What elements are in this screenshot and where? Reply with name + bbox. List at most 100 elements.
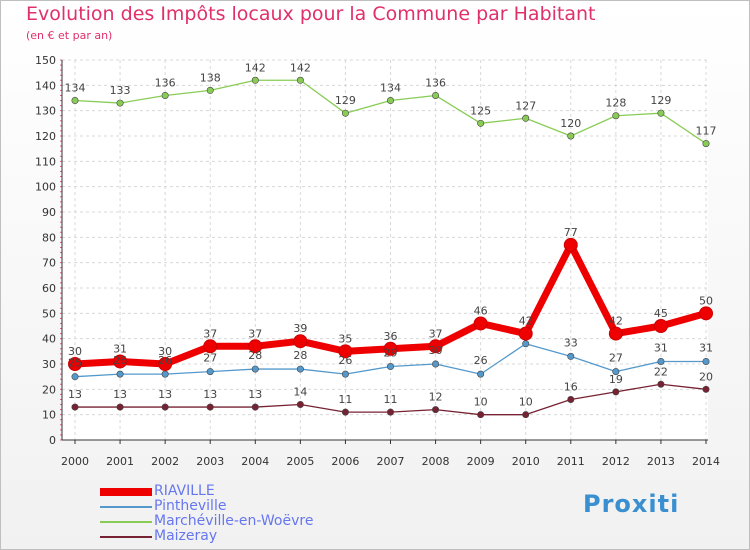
data-label-pintheville: 26 <box>338 354 352 367</box>
y-tick-label: 110 <box>35 155 56 168</box>
data-label-pintheville: 29 <box>384 347 398 360</box>
data-label-maizeray: 12 <box>429 391 443 404</box>
y-tick-label: 40 <box>42 333 56 346</box>
data-label-pintheville: 26 <box>113 354 127 367</box>
legend-label-pintheville: Pintheville <box>154 498 227 514</box>
data-label-maizeray: 13 <box>203 388 217 401</box>
y-tick-label: 30 <box>42 358 56 371</box>
data-point-pintheville <box>657 357 665 365</box>
x-tick-label: 2008 <box>422 455 450 468</box>
legend-swatch-riaville <box>100 488 152 496</box>
data-label-maizeray: 14 <box>293 386 307 399</box>
data-label-pintheville: 28 <box>293 349 307 362</box>
data-label-riaville: 35 <box>338 332 352 345</box>
x-tick-label: 2004 <box>241 455 269 468</box>
y-tick-label: 70 <box>42 257 56 270</box>
data-label-riaville: 37 <box>248 327 262 340</box>
x-tick-label: 2010 <box>512 455 540 468</box>
x-tick-label: 2009 <box>467 455 495 468</box>
data-point-riaville <box>473 316 488 331</box>
data-point-march-ville-en-wo-vre <box>386 97 394 105</box>
data-label-march-ville-en-wo-vre: 134 <box>65 82 86 95</box>
data-point-riaville <box>158 357 173 371</box>
chart-subtitle: (en € et par an) <box>26 29 113 42</box>
data-point-march-ville-en-wo-vre <box>477 119 485 127</box>
data-label-riaville: 45 <box>654 307 668 320</box>
data-point-maizeray <box>206 403 214 411</box>
data-point-maizeray <box>386 408 394 416</box>
data-label-riaville: 36 <box>384 330 398 343</box>
x-tick-label: 2014 <box>692 455 720 468</box>
data-point-riaville <box>428 339 443 354</box>
data-label-maizeray: 16 <box>564 380 578 393</box>
x-tick-label: 2001 <box>106 455 134 468</box>
data-point-pintheville <box>477 370 485 378</box>
x-tick-label: 2012 <box>602 455 630 468</box>
data-point-maizeray <box>251 403 259 411</box>
y-tick-label: 60 <box>42 282 56 295</box>
data-point-riaville <box>203 339 218 354</box>
data-label-pintheville: 33 <box>564 336 578 349</box>
data-label-march-ville-en-wo-vre: 136 <box>155 76 176 89</box>
data-label-maizeray: 13 <box>248 388 262 401</box>
data-point-maizeray <box>567 395 575 403</box>
x-tick-label: 2006 <box>331 455 359 468</box>
data-label-march-ville-en-wo-vre: 129 <box>650 94 671 107</box>
data-point-maizeray <box>71 403 79 411</box>
data-point-pintheville <box>702 357 710 365</box>
data-label-riaville: 37 <box>203 327 217 340</box>
data-label-riaville: 77 <box>564 226 578 239</box>
legend-label-maizeray: Maizeray <box>154 528 218 544</box>
data-point-riaville <box>68 357 82 371</box>
data-label-pintheville: 26 <box>474 354 488 367</box>
data-label-pintheville: 25 <box>68 357 82 370</box>
data-point-maizeray <box>702 385 710 393</box>
y-tick-label: 130 <box>35 105 56 118</box>
data-point-pintheville <box>522 340 530 348</box>
y-tick-label: 150 <box>35 54 56 67</box>
data-label-maizeray: 11 <box>338 393 352 406</box>
chart-title: Evolution des Impôts locaux pour la Comm… <box>26 3 596 25</box>
y-tick-label: 50 <box>42 307 56 320</box>
data-label-march-ville-en-wo-vre: 127 <box>515 99 536 112</box>
data-label-march-ville-en-wo-vre: 117 <box>696 125 717 138</box>
data-label-riaville: 30 <box>68 345 82 358</box>
data-label-pintheville: 31 <box>699 341 713 354</box>
data-label-march-ville-en-wo-vre: 136 <box>425 76 446 89</box>
data-label-riaville: 42 <box>609 315 623 328</box>
data-point-march-ville-en-wo-vre <box>432 91 440 99</box>
data-point-march-ville-en-wo-vre <box>567 132 575 140</box>
y-tick-label: 10 <box>42 409 56 422</box>
data-label-pintheville: 27 <box>609 352 623 365</box>
x-tick-label: 2007 <box>377 455 405 468</box>
data-point-march-ville-en-wo-vre <box>161 91 169 99</box>
data-point-maizeray <box>477 411 485 419</box>
x-tick-label: 2002 <box>151 455 179 468</box>
data-point-pintheville <box>116 370 124 378</box>
data-label-maizeray: 19 <box>609 373 623 386</box>
data-label-riaville: 31 <box>113 342 127 355</box>
data-point-maizeray <box>522 411 530 419</box>
data-label-riaville: 42 <box>519 315 533 328</box>
data-label-maizeray: 20 <box>699 370 713 383</box>
data-point-maizeray <box>612 388 620 396</box>
data-point-riaville <box>518 326 533 341</box>
y-tick-label: 20 <box>42 383 56 396</box>
data-label-maizeray: 10 <box>474 396 488 409</box>
data-label-pintheville: 28 <box>248 349 262 362</box>
data-point-march-ville-en-wo-vre <box>251 76 259 84</box>
data-label-maizeray: 10 <box>519 396 533 409</box>
data-point-maizeray <box>657 380 665 388</box>
data-label-march-ville-en-wo-vre: 142 <box>290 61 311 74</box>
legend-swatch-maizeray <box>100 536 152 538</box>
data-point-riaville <box>608 326 623 341</box>
data-label-maizeray: 13 <box>158 388 172 401</box>
legend-swatch-pintheville <box>100 506 152 508</box>
data-point-maizeray <box>341 408 349 416</box>
data-point-pintheville <box>251 365 259 373</box>
data-point-pintheville <box>206 368 214 376</box>
data-point-march-ville-en-wo-vre <box>71 97 79 105</box>
data-point-riaville <box>653 319 668 333</box>
data-point-riaville <box>338 344 353 359</box>
data-label-riaville: 46 <box>474 304 488 317</box>
